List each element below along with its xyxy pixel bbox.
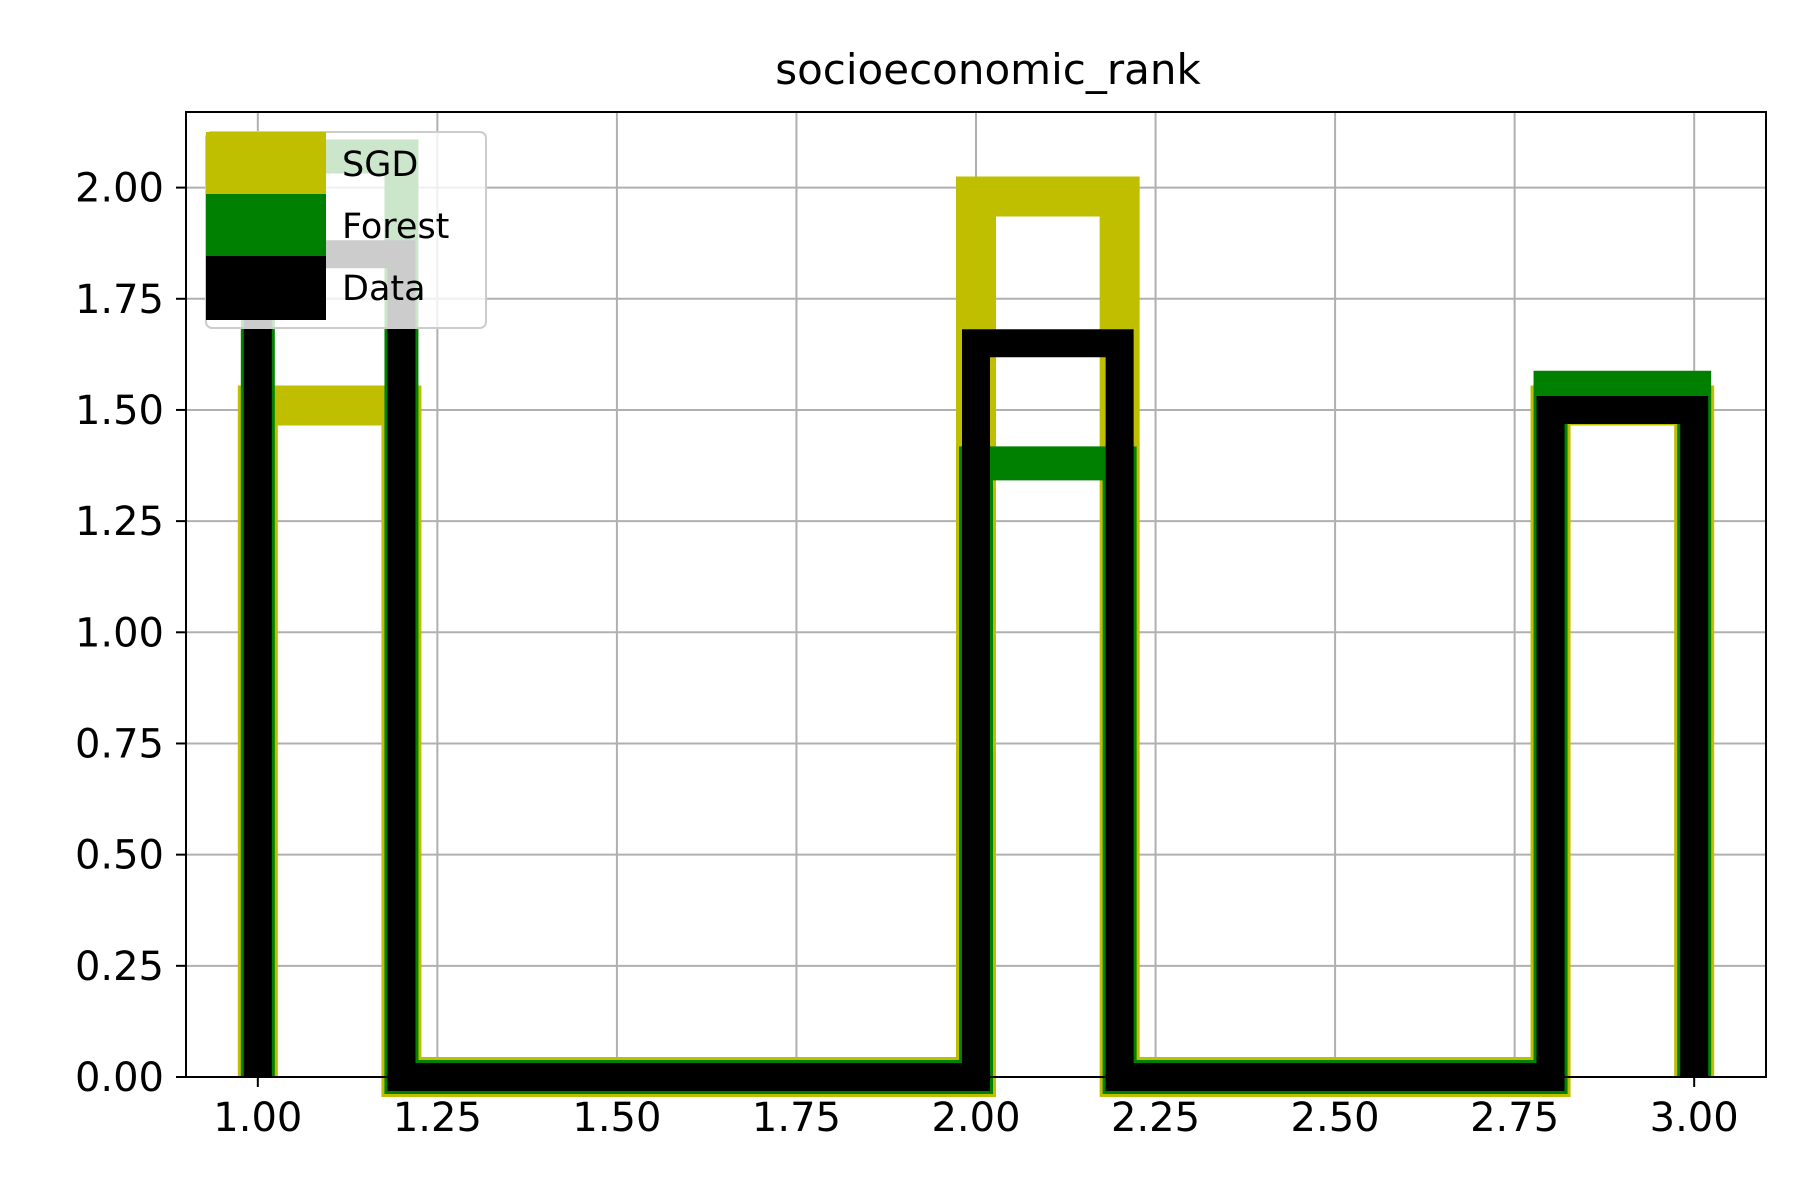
y-tick-label: 1.75 (75, 277, 164, 323)
x-tick-label: 1.00 (213, 1095, 302, 1141)
legend-swatch-sgd (206, 132, 326, 196)
legend-label-forest: Forest (342, 207, 449, 247)
y-tick-label: 1.25 (75, 499, 164, 545)
x-tick-label: 2.50 (1291, 1095, 1380, 1141)
legend-label-data: Data (342, 269, 426, 309)
chart-title: socioeconomic_rank (775, 45, 1201, 94)
y-tick-label: 1.50 (75, 388, 164, 434)
legend-swatch-forest (206, 194, 326, 258)
series-data-step (243, 240, 1709, 1091)
x-tick-label: 1.25 (393, 1095, 482, 1141)
x-axis: 1.00 1.25 1.50 1.75 2.00 2.25 2.50 2.75 3.00 (213, 1077, 1739, 1141)
x-tick-label: 1.50 (572, 1095, 661, 1141)
x-tick-label: 2.25 (1111, 1095, 1200, 1141)
y-axis: 0.00 0.25 0.50 0.75 1.00 1.25 1.50 1.75 2.00 (75, 166, 186, 1101)
x-tick-label: 2.00 (931, 1095, 1020, 1141)
y-tick-label: 0.00 (75, 1055, 164, 1101)
y-tick-label: 2.00 (75, 166, 164, 212)
y-tick-label: 1.00 (75, 610, 164, 656)
legend: SGD Forest Data (205, 131, 487, 329)
legend-label-sgd: SGD (342, 145, 418, 185)
legend-swatch-data (206, 256, 326, 320)
y-tick-label: 0.25 (75, 944, 164, 990)
x-tick-label: 1.75 (752, 1095, 841, 1141)
x-tick-label: 3.00 (1650, 1095, 1739, 1141)
y-tick-label: 0.75 (75, 721, 164, 767)
x-tick-label: 2.75 (1470, 1095, 1559, 1141)
y-tick-label: 0.50 (75, 833, 164, 879)
